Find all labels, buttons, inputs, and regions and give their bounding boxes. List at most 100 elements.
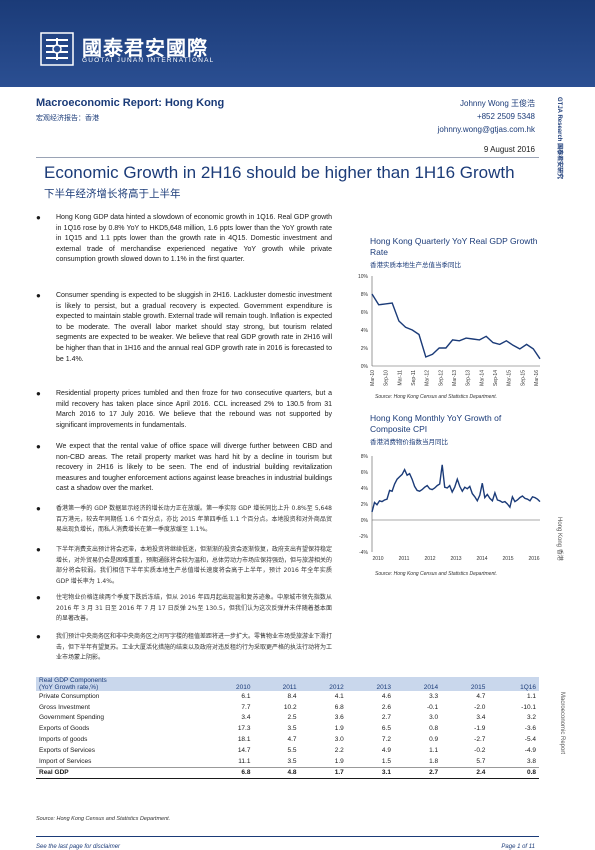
x-tick-label: Mar-13 [452,370,458,386]
x-tick-label: Mar-11 [397,370,403,386]
table-cell: 11.1 [238,757,251,765]
gdp-chart-title: Hong Kong Quarterly YoY Real GDP Growth … [370,236,538,257]
table-cell: 17.3 [237,725,251,733]
bullet-text: Residential property prices tumbled and … [56,390,332,429]
table-cell: -0.1 [426,703,439,711]
table-cell: 2.4 [441,766,489,780]
author-email[interactable]: johnny.wong@gtjas.com.hk [437,125,535,134]
table-cell: 3.6 [334,714,344,722]
side-label-region: Hong Kong 香港 [556,517,562,561]
table-col-header: 2014 [393,677,442,691]
y-tick-label: 8% [361,454,369,460]
table-cell: 3.3 [429,692,439,700]
table-row-label: Exports of Services [39,746,95,754]
table-cell: 1.1 [429,746,439,754]
footer-page-number: Page 1 of 11 [501,844,535,850]
table-cell: 4.7 [476,692,486,700]
table-cell: -2.0 [474,703,486,711]
cpi-chart-title-cn: 香港消费物价指数当月同比 [370,438,448,446]
gdp-line-chart: 0% 2% 4% 6% 8% 10% Mar-10 Sep-10 Mar-11 Sep-11 Mar… [358,274,541,386]
logo-name-en: GUOTAI JUNAN INTERNATIONAL [82,57,215,64]
table-col-header: 2010 [206,677,254,691]
y-tick-label: 4% [361,328,369,334]
y-tick-label: 10% [358,274,369,280]
x-tick-label: 2014 [476,556,487,562]
author-phone: +852 2509 5348 [476,112,535,121]
table-cell: 1.1 [526,692,536,700]
table-row: Exports of Goods 17.3 3.5 1.9 6.5 0.8 -1.9 -3.6 [36,723,539,734]
y-tick-label: 0% [361,518,369,524]
table-cell: 0.9 [429,736,439,744]
bullet-item: ● We expect that the rental value of off… [36,442,332,495]
table-cell: 8.4 [287,692,297,700]
x-tick-label: Sep-10 [384,370,390,386]
logo-name-cn: 國泰君安國際 [82,36,208,60]
table-cell: -3.6 [524,725,536,733]
table-cell: -1.9 [474,725,486,733]
table-col-header: 1Q16 [488,677,539,691]
bullet-text: We expect that the rental value of offic… [56,443,332,493]
y-tick-label: 8% [361,292,369,298]
side-bar: GTJA Research 国泰君安研究 Hong Kong 香港 Macroe… [551,87,567,842]
side-label-research: GTJA Research 国泰君安研究 [556,97,562,180]
x-tick-label: 2011 [399,556,410,562]
gdp-components-table: Real GDP Components (YoY Growth rate,%) … [36,677,539,780]
bullet-text-cn: 我们预计中央商务区和非中央商务区之间写字楼的租值差距将进一步扩大。零售物业市场受… [56,633,333,662]
y-tick-label: -2% [359,534,368,540]
bullet-icon: ● [36,213,41,222]
x-tick-label: Mar-16 [534,370,540,386]
author-name: Johnny Wong 王俊浩 [460,99,535,108]
bullet-item: ● 下半年消费支出预计将会迟滞，本地投资将继续低迷，但渐渐的投资会逐渐恢复，政府… [36,545,332,587]
table-cell: 1.7 [299,766,347,780]
x-tick-label: Sep-12 [438,370,444,386]
x-tick-label: Mar-10 [370,370,376,386]
table-cell: 0.8 [488,766,539,780]
table-cell: 4.8 [253,766,300,780]
table-cell: 0.8 [429,725,439,733]
bullet-text: Consumer spending is expected to be slug… [56,292,332,363]
table-row-label: Imports of goods [39,736,88,744]
table-cell: 3.4 [241,714,251,722]
table-cell: 2.2 [334,746,344,754]
table-row: Real GDP 6.8 4.8 1.7 3.1 2.7 2.4 0.8 [36,766,539,780]
table-cell: 1.5 [381,757,391,765]
x-tick-label: 2015 [502,556,513,562]
y-tick-label: -4% [359,550,368,556]
report-title-cn: 宏观经济报告：香港 [36,114,99,122]
table-cell: 6.8 [206,766,254,780]
table-cell: 4.6 [381,692,391,700]
footer-divider [36,836,539,837]
table-cell: 4.9 [381,746,391,754]
table-cell: -2.7 [474,736,486,744]
y-tick-label: 4% [361,486,369,492]
table-row: Import of Services 11.1 3.5 1.9 1.5 1.8 5.7 3.8 [36,756,539,767]
table-source: Source: Hong Kong Census and Statistics … [36,816,171,822]
table-cell: 6.5 [381,725,391,733]
table-row-label: Government Spending [39,714,105,722]
table-cell: 5.5 [287,746,297,754]
table-row-label: Private Consumption [39,692,100,700]
x-tick-label: 2010 [372,556,383,562]
y-tick-label: 6% [361,470,369,476]
table-col-header: 2011 [253,677,300,691]
logo-mark-icon [40,32,74,66]
x-tick-label: 2016 [528,556,539,562]
bullet-icon: ● [36,389,41,398]
side-label-report: Macroeconomic Report [559,692,565,755]
bullet-icon: ● [36,442,41,451]
table-cell: 7.2 [381,736,391,744]
table-cell: -10.1 [521,703,536,711]
table-cell: 7.7 [241,703,251,711]
table-cell: 2.6 [381,703,391,711]
x-tick-label: 2013 [450,556,461,562]
bullet-icon: ● [36,291,41,300]
bullet-icon: ● [36,545,41,554]
report-date: 9 August 2016 [483,145,535,154]
x-tick-label: Sep-13 [466,370,472,386]
headline: Economic Growth in 2H16 should be higher… [44,163,515,182]
table-cell: 4.7 [287,736,297,744]
bullet-text-cn: 下半年消费支出预计将会迟滞，本地投资将继续低迷，但渐渐的投资会逐渐恢复，政府支出… [56,546,333,585]
table-cell: 4.1 [334,692,344,700]
table-header-label: Real GDP Components (YoY Growth rate,%) [36,677,207,691]
table-cell: 1.9 [334,757,344,765]
